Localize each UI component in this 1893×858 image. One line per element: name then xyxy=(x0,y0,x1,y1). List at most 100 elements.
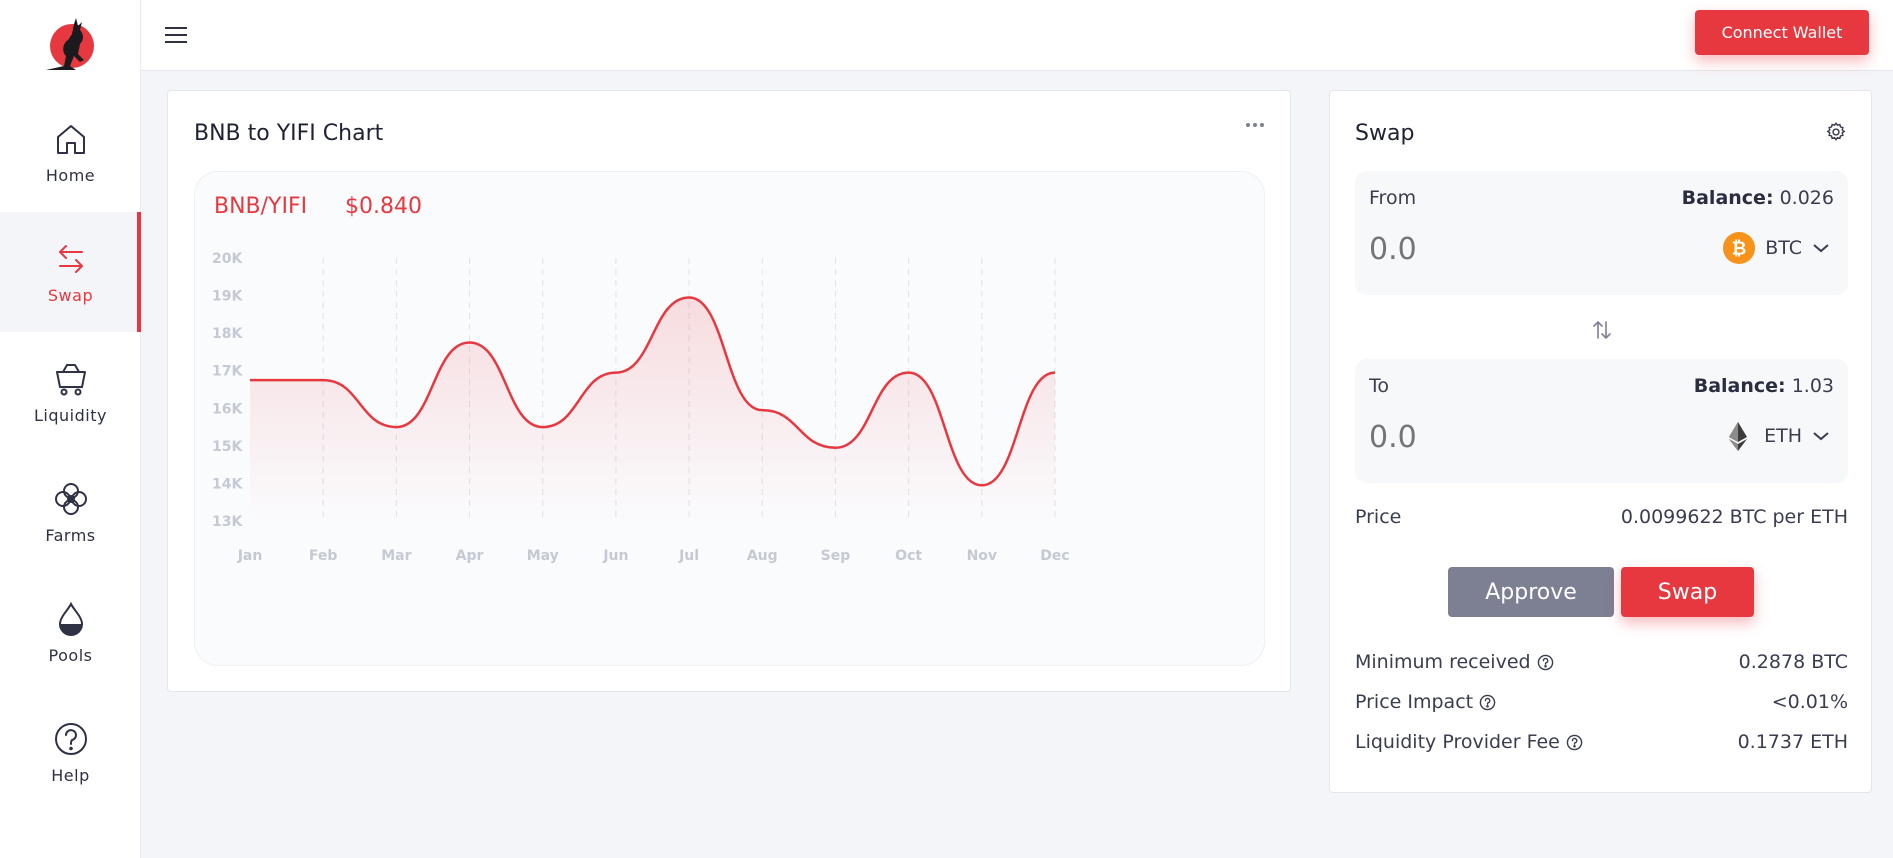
liquidity-fee-value: 0.1737 ETH xyxy=(1737,731,1848,753)
sidebar-item-swap[interactable]: Swap xyxy=(0,212,141,332)
to-balance: Balance: 1.03 xyxy=(1694,375,1834,397)
y-tick-label: 15K xyxy=(212,439,243,455)
x-tick-label: Apr xyxy=(456,548,484,564)
from-label: From xyxy=(1369,187,1417,209)
price-impact-label-group: Price Impact xyxy=(1355,691,1496,713)
chart-title: BNB to YIFI Chart xyxy=(194,121,384,146)
to-amount-input[interactable] xyxy=(1369,417,1619,457)
minimum-received-row: Minimum received 0.2878 BTC xyxy=(1355,651,1848,673)
x-tick-label: Jun xyxy=(602,548,628,564)
sidebar-item-label: Help xyxy=(51,765,90,785)
x-tick-label: Oct xyxy=(895,548,922,564)
chevron-down-icon xyxy=(1813,244,1829,253)
from-token-box: From Balance: 0.026 ₿ BTC xyxy=(1355,171,1848,295)
chevron-down-icon xyxy=(1813,432,1829,441)
x-tick-label: Aug xyxy=(747,548,778,564)
sidebar-item-label: Pools xyxy=(48,645,93,665)
to-token-select[interactable]: ETH xyxy=(1722,419,1830,453)
price-row: Price 0.0099622 BTC per ETH xyxy=(1355,506,1848,528)
help-circle-icon[interactable] xyxy=(1566,734,1583,751)
sidebar: Home Swap Liquidity Farms xyxy=(0,0,141,858)
home-icon xyxy=(56,124,85,154)
flower-icon xyxy=(54,482,87,515)
price-value: 0.0099622 BTC per ETH xyxy=(1620,506,1848,528)
x-tick-label: May xyxy=(527,548,559,564)
sidebar-item-home[interactable]: Home xyxy=(0,92,141,212)
swap-button[interactable]: Swap xyxy=(1621,567,1754,617)
y-tick-label: 14K xyxy=(212,476,243,492)
top-bar: Connect Wallet xyxy=(141,0,1893,71)
ethereum-icon xyxy=(1729,422,1748,451)
liquidity-fee-label: Liquidity Provider Fee xyxy=(1355,731,1560,753)
balance-label: Balance: xyxy=(1693,375,1786,397)
help-circle-icon[interactable] xyxy=(1479,694,1496,711)
sidebar-item-farms[interactable]: Farms xyxy=(0,452,141,572)
balance-value: 1.03 xyxy=(1791,375,1834,397)
chart-panel: BNB/YIFI $0.840 13K 14K 15K 16K 17K 18K 19K 20K… xyxy=(194,171,1265,666)
data-point xyxy=(686,294,692,300)
price-impact-value: <0.01% xyxy=(1771,691,1848,713)
sidebar-item-pools[interactable]: Pools xyxy=(0,572,141,692)
sidebar-item-liquidity[interactable]: Liquidity xyxy=(0,332,141,452)
from-token-select[interactable]: ₿ BTC xyxy=(1723,231,1830,265)
cart-icon xyxy=(55,363,86,395)
x-tick-label: Feb xyxy=(309,548,338,564)
from-token-name: BTC xyxy=(1765,237,1802,259)
y-tick-label: 13K xyxy=(212,514,243,530)
balance-value: 0.026 xyxy=(1779,187,1834,209)
question-icon xyxy=(54,722,87,755)
bitcoin-icon: ₿ xyxy=(1723,232,1756,264)
data-point xyxy=(979,482,985,488)
data-point xyxy=(759,407,765,413)
chart-line xyxy=(250,296,1056,487)
from-balance: Balance: 0.026 xyxy=(1682,187,1834,209)
price-impact-row: Price Impact <0.01% xyxy=(1355,691,1848,713)
price-impact-label: Price Impact xyxy=(1355,691,1474,713)
x-tick-label: Jan xyxy=(237,548,263,564)
more-options-icon[interactable] xyxy=(1244,121,1266,129)
y-tick-label: 17K xyxy=(212,364,243,380)
minimum-received-value: 0.2878 BTC xyxy=(1738,651,1848,673)
swap-direction-icon[interactable] xyxy=(1591,319,1613,341)
help-circle-icon[interactable] xyxy=(1537,654,1554,671)
sidebar-item-label: Farms xyxy=(45,525,96,545)
approve-button[interactable]: Approve xyxy=(1448,567,1614,617)
y-tick-label: 19K xyxy=(212,289,243,305)
from-amount-input[interactable] xyxy=(1369,229,1619,269)
balance-label: Balance: xyxy=(1681,187,1774,209)
y-tick-label: 18K xyxy=(212,326,243,342)
x-tick-label: Nov xyxy=(967,548,997,564)
x-tick-label: Mar xyxy=(381,548,411,564)
data-point xyxy=(393,424,399,430)
minimum-received-label: Minimum received xyxy=(1355,651,1531,673)
x-tick-label: Jul xyxy=(678,548,699,564)
sidebar-item-label: Swap xyxy=(47,285,94,305)
sidebar-item-label: Home xyxy=(45,165,96,185)
data-point xyxy=(832,445,838,451)
data-point xyxy=(540,424,546,430)
pair-price: $0.840 xyxy=(345,194,422,219)
swap-card: Swap From Balance: 0.026 ₿ BTC To Balanc… xyxy=(1329,90,1872,793)
minimum-received-label-group: Minimum received xyxy=(1355,651,1554,673)
data-point xyxy=(906,370,912,376)
x-tick-label: Dec xyxy=(1040,548,1069,564)
chart-area xyxy=(250,297,1055,521)
to-token-name: ETH xyxy=(1764,425,1802,447)
pair-label: BNB/YIFI xyxy=(214,194,308,219)
y-tick-label: 20K xyxy=(212,251,243,267)
gear-icon[interactable] xyxy=(1825,121,1847,143)
kangaroo-logo[interactable] xyxy=(36,16,100,74)
y-tick-label: 16K xyxy=(212,401,243,417)
data-point xyxy=(320,377,326,383)
data-point xyxy=(247,377,253,383)
connect-wallet-button[interactable]: Connect Wallet xyxy=(1695,10,1869,55)
sidebar-item-help[interactable]: Help xyxy=(0,692,141,812)
data-point xyxy=(1052,370,1058,376)
sidebar-item-label: Liquidity xyxy=(34,405,107,425)
liquidity-fee-row: Liquidity Provider Fee 0.1737 ETH xyxy=(1355,731,1848,753)
liquidity-fee-label-group: Liquidity Provider Fee xyxy=(1355,731,1583,753)
swap-arrows-icon xyxy=(58,244,83,273)
svg-text:₿: ₿ xyxy=(1732,239,1747,260)
price-label: Price xyxy=(1355,506,1402,528)
hamburger-menu-icon[interactable] xyxy=(163,24,189,46)
